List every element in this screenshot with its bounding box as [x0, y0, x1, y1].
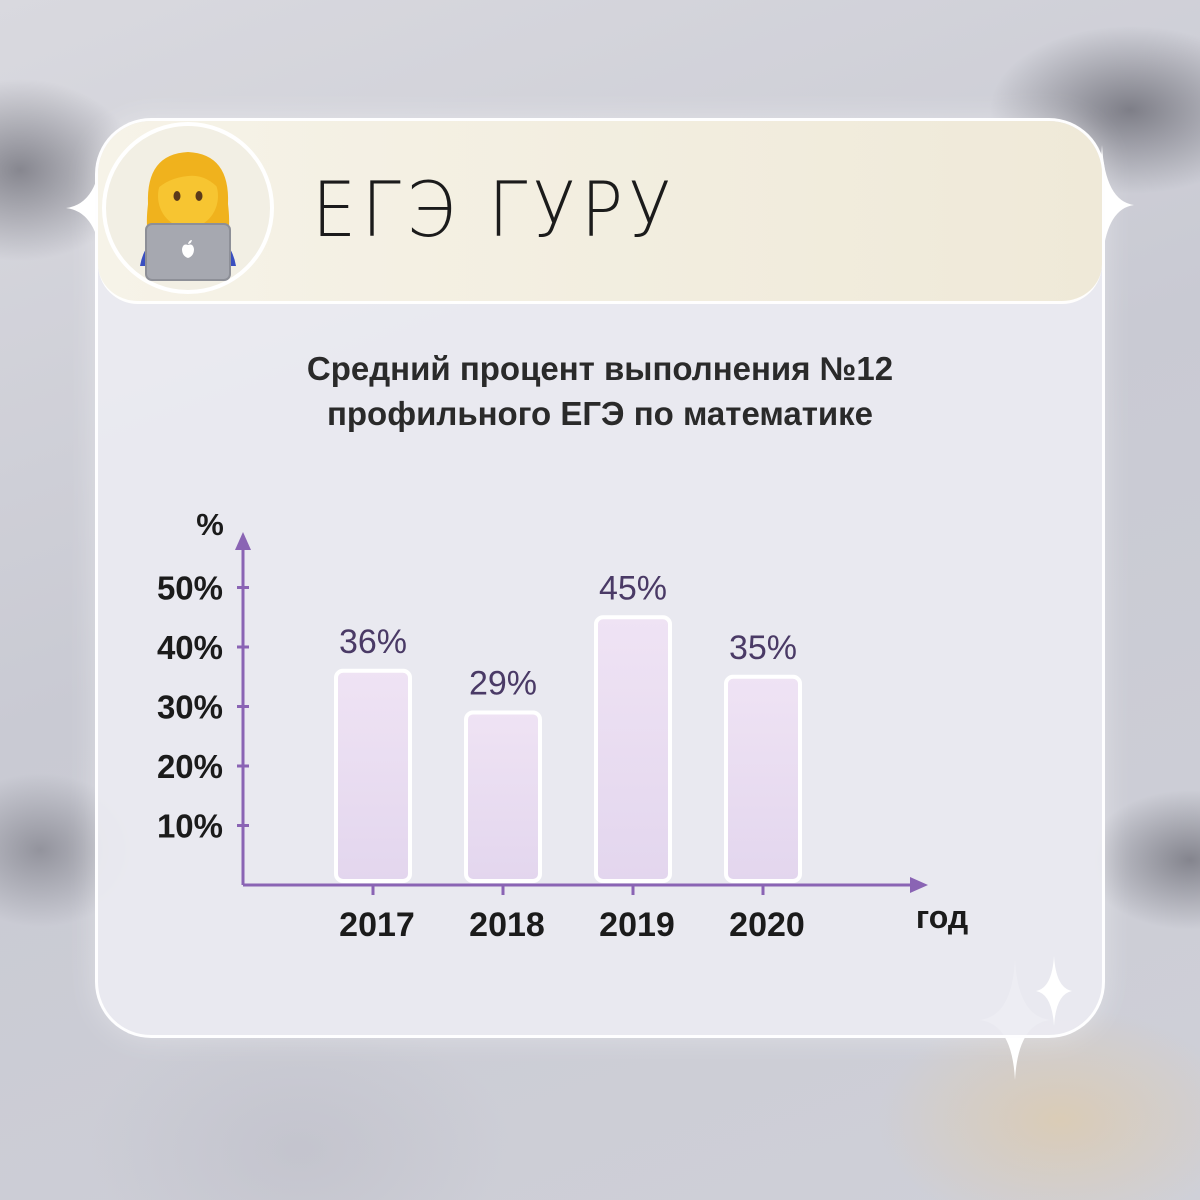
y-tick-label: 50% [157, 570, 223, 607]
woman-technologist-icon [140, 152, 236, 281]
bar [464, 710, 542, 884]
x-tick-label: 2017 [339, 906, 415, 944]
bar [594, 615, 672, 883]
data-label: 45% [599, 569, 667, 607]
x-tick-label: 2019 [599, 906, 675, 944]
y-tick-label: 10% [157, 808, 223, 845]
x-axis-label: год [916, 899, 968, 935]
data-label: 36% [339, 623, 407, 661]
y-tick-label: 20% [157, 748, 223, 785]
brand-title: ЕГЭ ГУРУ [312, 165, 677, 254]
data-label: 35% [729, 629, 797, 667]
y-tick-label: 30% [157, 689, 223, 726]
sparkle-icon [1036, 956, 1072, 1026]
chart-title-line-2: профильного ЕГЭ по математике [326, 395, 874, 432]
x-tick-label: 2020 [729, 906, 805, 944]
x-tick-label: 2018 [469, 906, 545, 944]
avatar [102, 122, 274, 294]
bar [724, 674, 802, 883]
x-axis-arrow [910, 877, 928, 893]
y-axis-label: % [196, 507, 224, 542]
y-tick-label: 40% [157, 629, 223, 666]
bar [334, 668, 412, 883]
y-axis-arrow [235, 532, 251, 550]
data-label: 29% [469, 664, 537, 702]
chart-title-line-1: Средний процент выполнения №12 [306, 350, 894, 387]
